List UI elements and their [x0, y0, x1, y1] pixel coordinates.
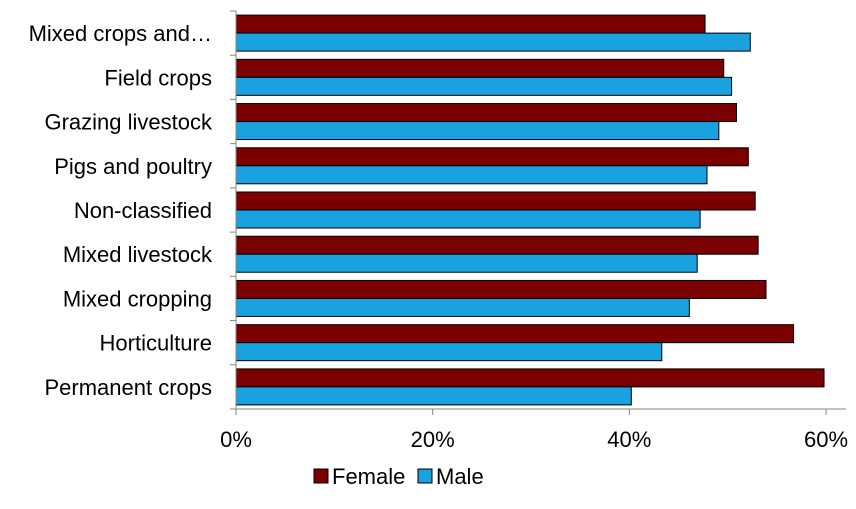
category-label: Permanent crops — [44, 375, 212, 400]
bar-female-field-crops — [235, 58, 725, 78]
x-tick-label: 40% — [607, 427, 651, 452]
bar-female-pigs-and-poultry — [235, 147, 749, 167]
bar-female-permanent-crops — [235, 368, 825, 388]
bar-male-mixed-crops-and — [235, 32, 751, 52]
category-label: Mixed livestock — [63, 242, 213, 267]
legend: Female Male — [313, 464, 484, 489]
axes-layer — [230, 10, 846, 415]
bar-female-horticulture — [235, 324, 795, 344]
category-label: Mixed cropping — [63, 286, 212, 311]
bar-male-field-crops — [235, 76, 733, 96]
legend-label-male: Male — [436, 464, 484, 489]
bar-female-mixed-livestock — [235, 235, 759, 255]
bar-female-mixed-cropping — [235, 279, 767, 299]
bar-male-mixed-livestock — [235, 253, 698, 273]
bar-male-pigs-and-poultry — [235, 165, 708, 185]
category-label: Mixed crops and… — [29, 21, 212, 46]
bar-male-grazing-livestock — [235, 121, 720, 141]
x-tick-label: 20% — [411, 427, 455, 452]
bars-layer — [235, 14, 825, 406]
bar-female-non-classified — [235, 191, 756, 211]
x-tick-label: 60% — [804, 427, 848, 452]
x-tick-label: 0% — [220, 427, 252, 452]
labels-layer: Mixed crops and… Field crops Grazing lives… — [29, 21, 848, 452]
category-label: Horticulture — [100, 331, 212, 356]
bar-female-grazing-livestock — [235, 103, 738, 123]
category-label: Pigs and poultry — [54, 154, 212, 179]
bar-male-horticulture — [235, 342, 663, 362]
bar-male-non-classified — [235, 209, 701, 229]
category-label: Non-classified — [74, 198, 212, 223]
bar-male-mixed-cropping — [235, 297, 690, 317]
legend-swatch-female — [313, 468, 329, 484]
legend-swatch-male — [417, 468, 433, 484]
legend-label-female: Female — [332, 464, 405, 489]
category-label: Field crops — [104, 65, 212, 90]
bar-female-mixed-crops-and — [235, 14, 706, 34]
category-label: Grazing livestock — [44, 110, 213, 135]
bar-male-permanent-crops — [235, 386, 632, 406]
